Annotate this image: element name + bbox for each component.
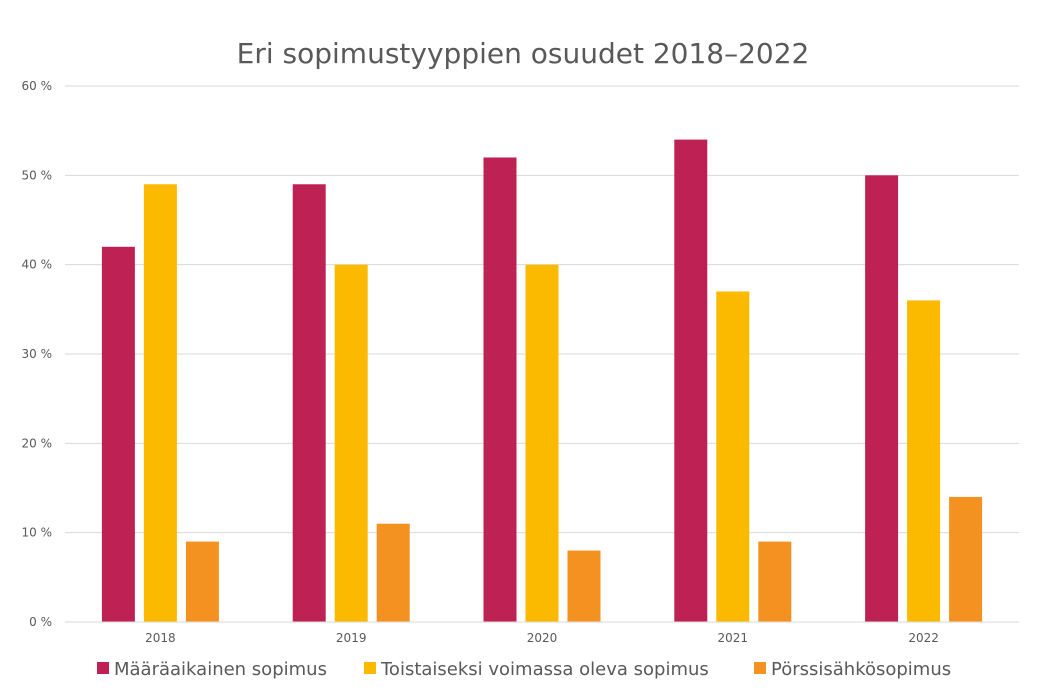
bar: [143, 184, 177, 622]
legend-swatch: [364, 662, 376, 674]
bar: [483, 157, 517, 622]
legend-label: Määräaikainen sopimus: [114, 659, 327, 680]
bar: [674, 139, 708, 622]
x-tick-label: 2018: [145, 631, 176, 645]
bars: [101, 139, 983, 623]
bar: [949, 496, 983, 622]
bar: [865, 175, 899, 623]
bar: [525, 264, 559, 622]
bar: [292, 184, 326, 622]
legend: Määräaikainen sopimus Toistaiseksi voimas…: [97, 659, 951, 680]
x-tick-label: 2019: [336, 631, 367, 645]
x-tick-label: 2020: [527, 631, 558, 645]
y-tick-label: 20 %: [22, 436, 53, 450]
legend-label: Pörssisähkösopimus: [771, 659, 951, 680]
bar: [907, 300, 941, 622]
y-tick-label: 60 %: [22, 79, 53, 93]
y-tick-label: 30 %: [22, 347, 53, 361]
x-tick-label: 2021: [718, 631, 749, 645]
bar: [567, 550, 601, 622]
x-tick-label: 2022: [908, 631, 939, 645]
legend-swatch: [97, 662, 109, 674]
y-tick-label: 0 %: [29, 615, 52, 629]
y-tick-label: 50 %: [22, 168, 53, 182]
legend-swatch: [754, 662, 766, 674]
y-axis: 0 % 10 % 20 % 30 % 40 % 50 % 60 %: [22, 79, 53, 629]
bar: [716, 291, 750, 622]
bar: [334, 264, 368, 622]
legend-label: Toistaiseksi voimassa oleva sopimus: [380, 659, 709, 680]
chart-title: Eri sopimustyyppien osuudet 2018–2022: [237, 37, 810, 70]
x-axis: 2018 2019 2020 2021 2022: [65, 621, 1019, 645]
bar: [101, 246, 135, 623]
bar: [376, 523, 410, 622]
bar: [758, 541, 792, 622]
y-tick-label: 10 %: [22, 526, 53, 540]
bar: [185, 541, 219, 622]
y-tick-label: 40 %: [22, 258, 53, 272]
